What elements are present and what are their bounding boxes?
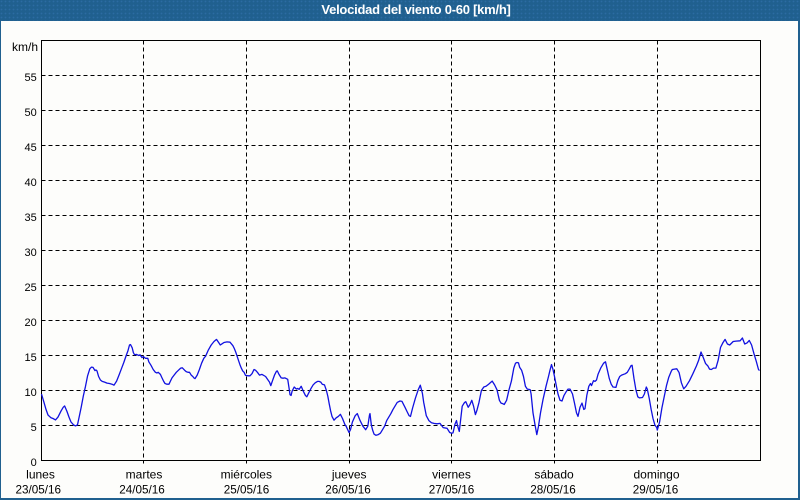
svg-text:0: 0 <box>31 457 37 469</box>
svg-text:26/05/16: 26/05/16 <box>325 484 371 497</box>
svg-text:29/05/16: 29/05/16 <box>633 484 679 497</box>
svg-text:20: 20 <box>25 317 37 329</box>
svg-text:5: 5 <box>31 422 37 434</box>
svg-text:25: 25 <box>25 282 37 294</box>
svg-text:martes: martes <box>126 468 163 482</box>
svg-text:55: 55 <box>25 72 37 84</box>
svg-text:km/h: km/h <box>12 40 38 54</box>
svg-text:30: 30 <box>25 247 37 259</box>
svg-text:viernes: viernes <box>432 468 471 482</box>
svg-text:15: 15 <box>25 352 37 364</box>
svg-text:50: 50 <box>25 107 37 119</box>
svg-text:25/05/16: 25/05/16 <box>224 484 270 497</box>
svg-text:lunes: lunes <box>26 468 55 482</box>
svg-text:28/05/16: 28/05/16 <box>530 484 576 497</box>
svg-text:jueves: jueves <box>331 468 367 482</box>
svg-text:10: 10 <box>25 387 37 399</box>
svg-text:sábado: sábado <box>534 468 574 482</box>
svg-text:domingo: domingo <box>633 468 679 482</box>
svg-text:miércoles: miércoles <box>221 468 272 482</box>
svg-text:40: 40 <box>25 177 37 189</box>
svg-text:24/05/16: 24/05/16 <box>119 484 165 497</box>
svg-text:45: 45 <box>25 142 37 154</box>
svg-text:27/05/16: 27/05/16 <box>429 484 475 497</box>
svg-text:35: 35 <box>25 212 37 224</box>
svg-text:23/05/16: 23/05/16 <box>16 484 62 497</box>
